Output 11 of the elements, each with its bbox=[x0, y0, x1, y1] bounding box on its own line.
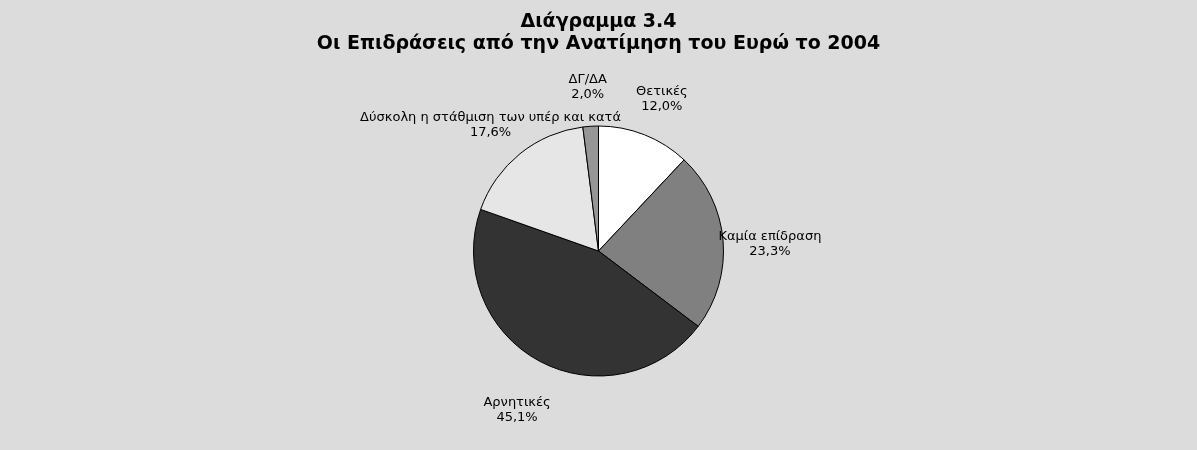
slice-label: Θετικές bbox=[635, 83, 688, 99]
chart-title: Διάγραμμα 3.4 bbox=[520, 9, 677, 31]
data-label: 45,1% bbox=[496, 409, 538, 425]
data-label: 12,0% bbox=[641, 98, 683, 114]
chart-subtitle: Οι Επιδράσεις από την Ανατίμηση του Ευρώ το 2004 bbox=[316, 31, 881, 53]
data-label: 23,3% bbox=[749, 243, 791, 259]
data-label: 17,6% bbox=[469, 124, 512, 140]
slice-label: Αρνητικές bbox=[483, 394, 551, 410]
slice-label: Δύσκολη η στάθμιση των υπέρ και κατά bbox=[360, 109, 621, 125]
data-label: 2,0% bbox=[571, 86, 605, 102]
slice-label: ΔΓ/ΔΑ bbox=[568, 71, 607, 87]
